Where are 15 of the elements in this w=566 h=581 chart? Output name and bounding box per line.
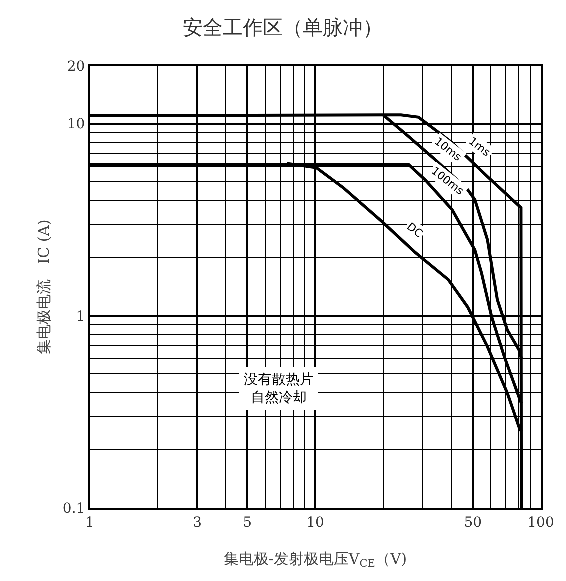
y-tick-label: 0.1 [62,500,86,517]
y-tick-label: 1 [76,308,86,325]
annotation: 1ms [466,134,494,160]
x-axis-title: 集电极-发射极电压V$_{CE}$（V) [224,550,408,570]
y-tick-label: 10 [67,116,86,133]
x-tick-label: 3 [193,514,202,531]
annotation: DC [404,220,426,241]
chart-title: 安全工作区（单脉冲） [183,15,383,40]
x-tick-label: 5 [243,514,252,531]
x-tick-label: 50 [464,514,482,531]
y-tick-label: 20 [67,58,86,75]
x-tick-label: 10 [306,514,324,531]
y-axis-title: 集电极电流 IC (A) [35,220,53,354]
annotation: 没有散热片自然冷却 [244,372,314,406]
x-tick-label: 100 [528,514,554,531]
